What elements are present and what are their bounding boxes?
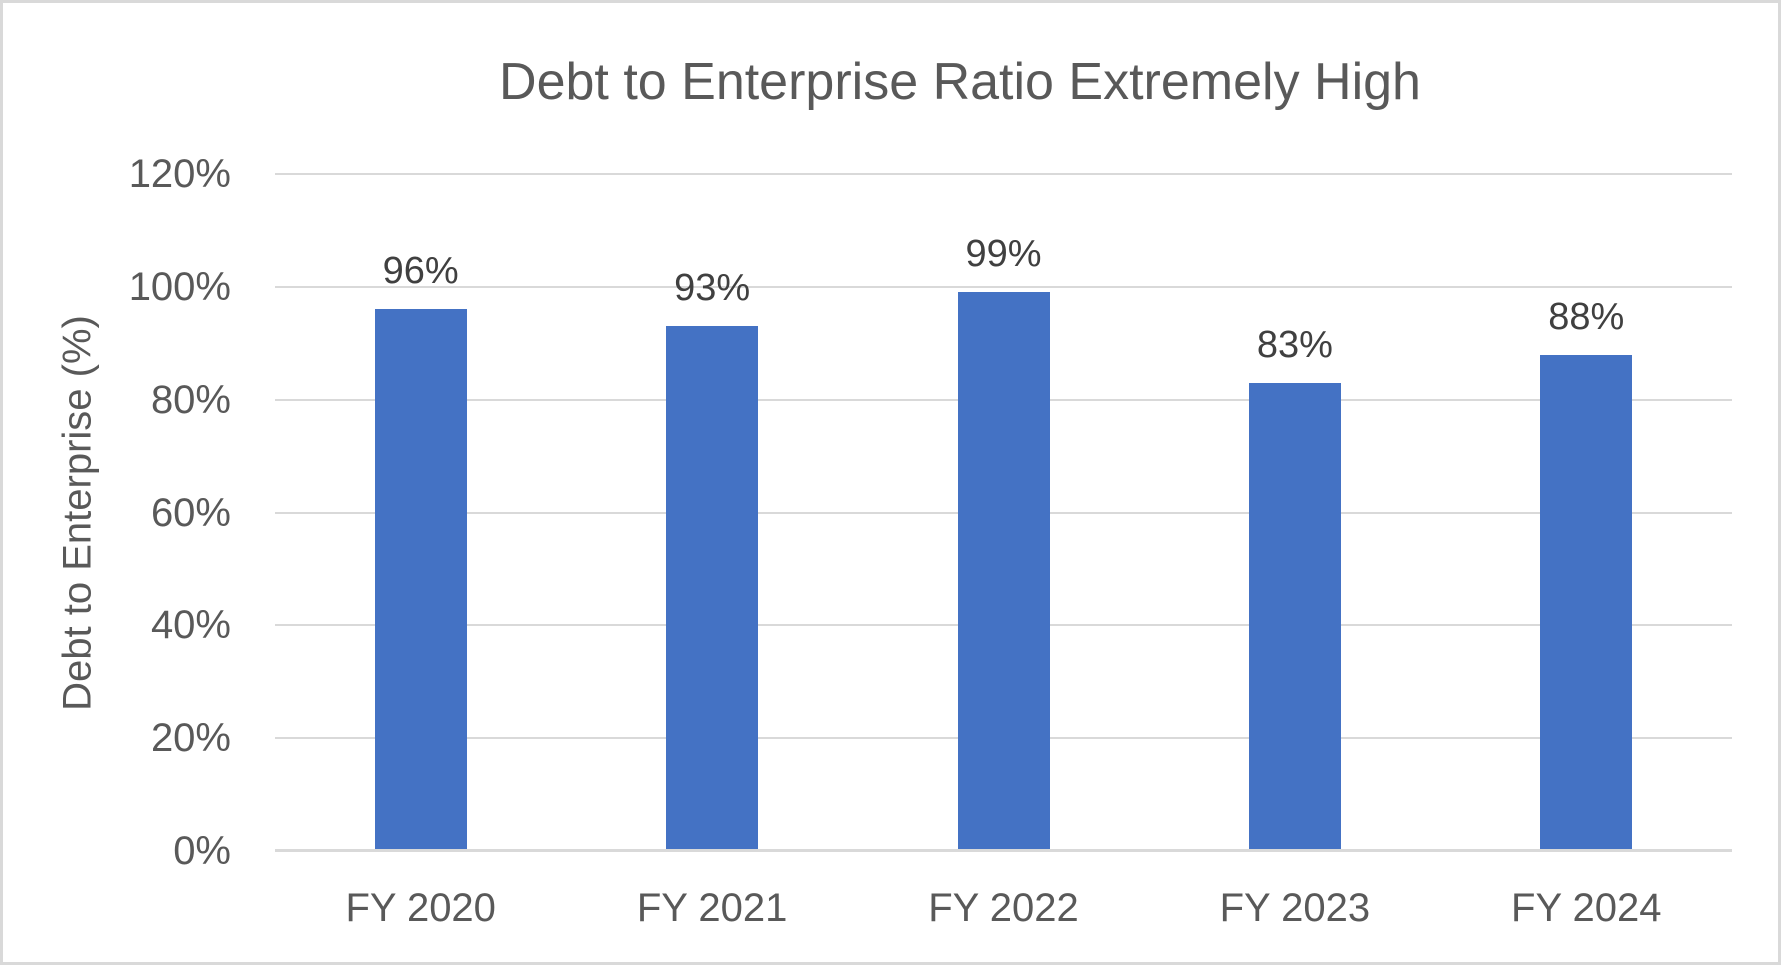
bar [1248, 382, 1341, 852]
bar [374, 309, 467, 852]
x-category-label: FY 2022 [928, 886, 1079, 930]
bar [1540, 354, 1633, 852]
y-tick-label: 40% [150, 603, 231, 648]
bar-data-label: 88% [1548, 295, 1625, 338]
bar [957, 292, 1050, 852]
x-category-label: FY 2024 [1511, 886, 1662, 930]
bar-data-label: 83% [1256, 323, 1333, 366]
bar-data-label: 99% [965, 233, 1042, 276]
bar [666, 326, 759, 852]
y-tick-label: 20% [150, 716, 231, 761]
gridline [275, 285, 1732, 288]
y-tick-label: 60% [150, 490, 231, 535]
y-tick-label: 0% [173, 829, 231, 873]
y-tick-label: 100% [128, 264, 231, 309]
bar-data-label: 96% [382, 250, 459, 293]
y-tick-label: 120% [128, 152, 231, 196]
bar-data-label: 93% [674, 267, 751, 310]
x-category-label: FY 2023 [1219, 886, 1371, 930]
x-category-label: FY 2021 [636, 886, 788, 930]
y-tick-label: 80% [150, 377, 231, 422]
chart-title: Debt to Enterprise Ratio Extremely High [499, 53, 1421, 111]
gridline [275, 173, 1732, 175]
x-category-label: FY 2020 [345, 886, 496, 930]
x-axis-line [275, 849, 1732, 852]
